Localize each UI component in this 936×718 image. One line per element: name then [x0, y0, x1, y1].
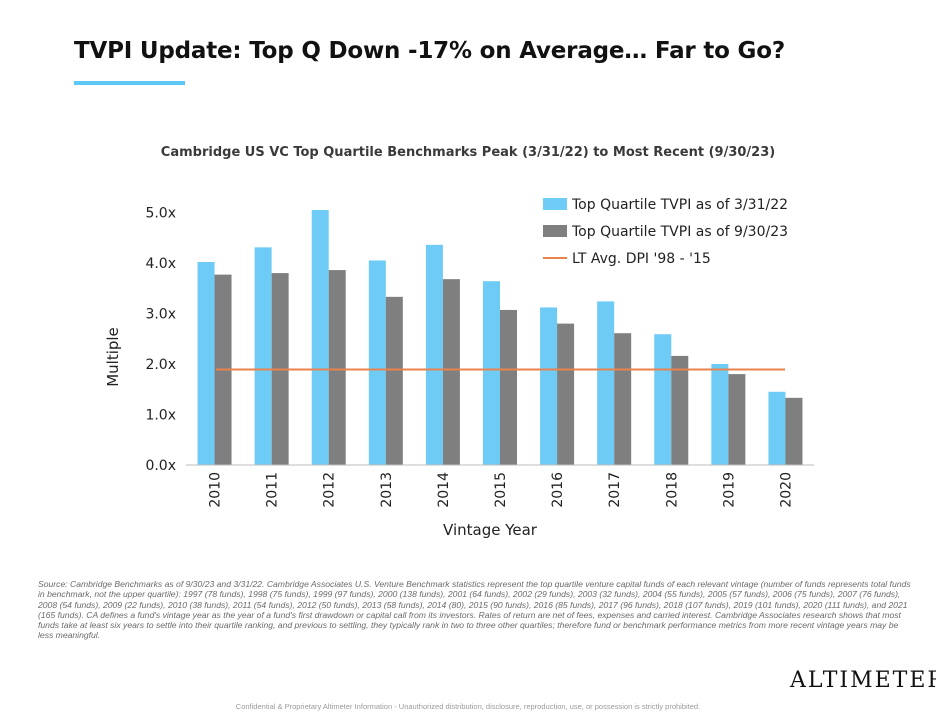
x-tick-label: 2011: [265, 472, 281, 508]
y-tick-label: 5.0x: [145, 206, 176, 222]
bar-tvpi-2022-2019: [711, 364, 729, 465]
y-tick-label: 0.0x: [145, 458, 176, 474]
y-axis-title: Multiple: [104, 327, 122, 387]
bar-tvpi-2023-2012: [328, 270, 346, 465]
bar-tvpi-2022-2012: [311, 209, 329, 465]
bar-tvpi-2023-2020: [785, 397, 803, 465]
bar-tvpi-2023-2015: [500, 309, 517, 465]
bar-tvpi-2022-2020: [768, 391, 786, 465]
bar-tvpi-2022-2018: [654, 334, 672, 465]
x-tick-label: 2015: [493, 472, 509, 508]
source-note: Source: Cambridge Benchmarks as of 9/30/…: [38, 579, 911, 641]
bar-tvpi-2023-2019: [728, 374, 746, 465]
bar-tvpi-2022-2014: [425, 244, 443, 465]
bar-tvpi-2022-2017: [597, 301, 615, 465]
bar-tvpi-2023-2017: [614, 333, 632, 465]
bar-tvpi-2022-2013: [368, 260, 386, 465]
legend-swatch: [543, 198, 567, 210]
chart-title: Cambridge US VC Top Quartile Benchmarks …: [160, 145, 776, 160]
confidential-footer: Confidential & Proprietary Altimeter Inf…: [235, 702, 701, 711]
x-tick-label: 2014: [436, 472, 452, 508]
legend-label: Top Quartile TVPI as of 3/31/22: [571, 197, 788, 213]
x-tick-label: 2016: [550, 472, 566, 508]
bar-tvpi-2022-2015: [483, 281, 500, 465]
x-tick-label: 2012: [322, 472, 338, 508]
bar-tvpi-2022-2016: [540, 307, 558, 465]
slide-title: TVPI Update: Top Q Down -17% on Average……: [74, 38, 785, 64]
bar-tvpi-2023-2018: [671, 355, 689, 465]
bar-tvpi-2022-2011: [254, 247, 272, 465]
x-tick-label: 2010: [208, 472, 224, 508]
tvpi-bar-chart: 0.0x 1.0x 2.0x 3.0x 4.0x 5.0x 2010 2011 2012 2013…: [104, 197, 814, 539]
x-tick-label: 2019: [721, 472, 737, 508]
x-axis-title: Vintage Year: [443, 521, 538, 539]
bar-tvpi-2023-2016: [557, 323, 575, 465]
y-tick-label: 1.0x: [145, 408, 176, 424]
x-tick-label: 2017: [607, 472, 623, 508]
x-tick-label: 2013: [379, 472, 395, 508]
y-tick-label: 2.0x: [145, 357, 176, 373]
legend-swatch: [543, 225, 567, 237]
title-underline: [74, 81, 185, 85]
altimeter-logo: Altimeter: [790, 668, 936, 693]
bar-tvpi-2023-2013: [385, 296, 403, 465]
legend-label: LT Avg. DPI '98 - '15: [572, 251, 711, 267]
x-tick-label: 2020: [778, 472, 794, 508]
y-tick-label: 3.0x: [145, 307, 176, 323]
x-tick-label: 2018: [664, 472, 680, 508]
y-tick-label: 4.0x: [145, 256, 176, 272]
bar-tvpi-2022-2010: [197, 261, 215, 465]
legend-label: Top Quartile TVPI as of 9/30/23: [571, 224, 788, 240]
bar-tvpi-2023-2014: [442, 279, 460, 465]
